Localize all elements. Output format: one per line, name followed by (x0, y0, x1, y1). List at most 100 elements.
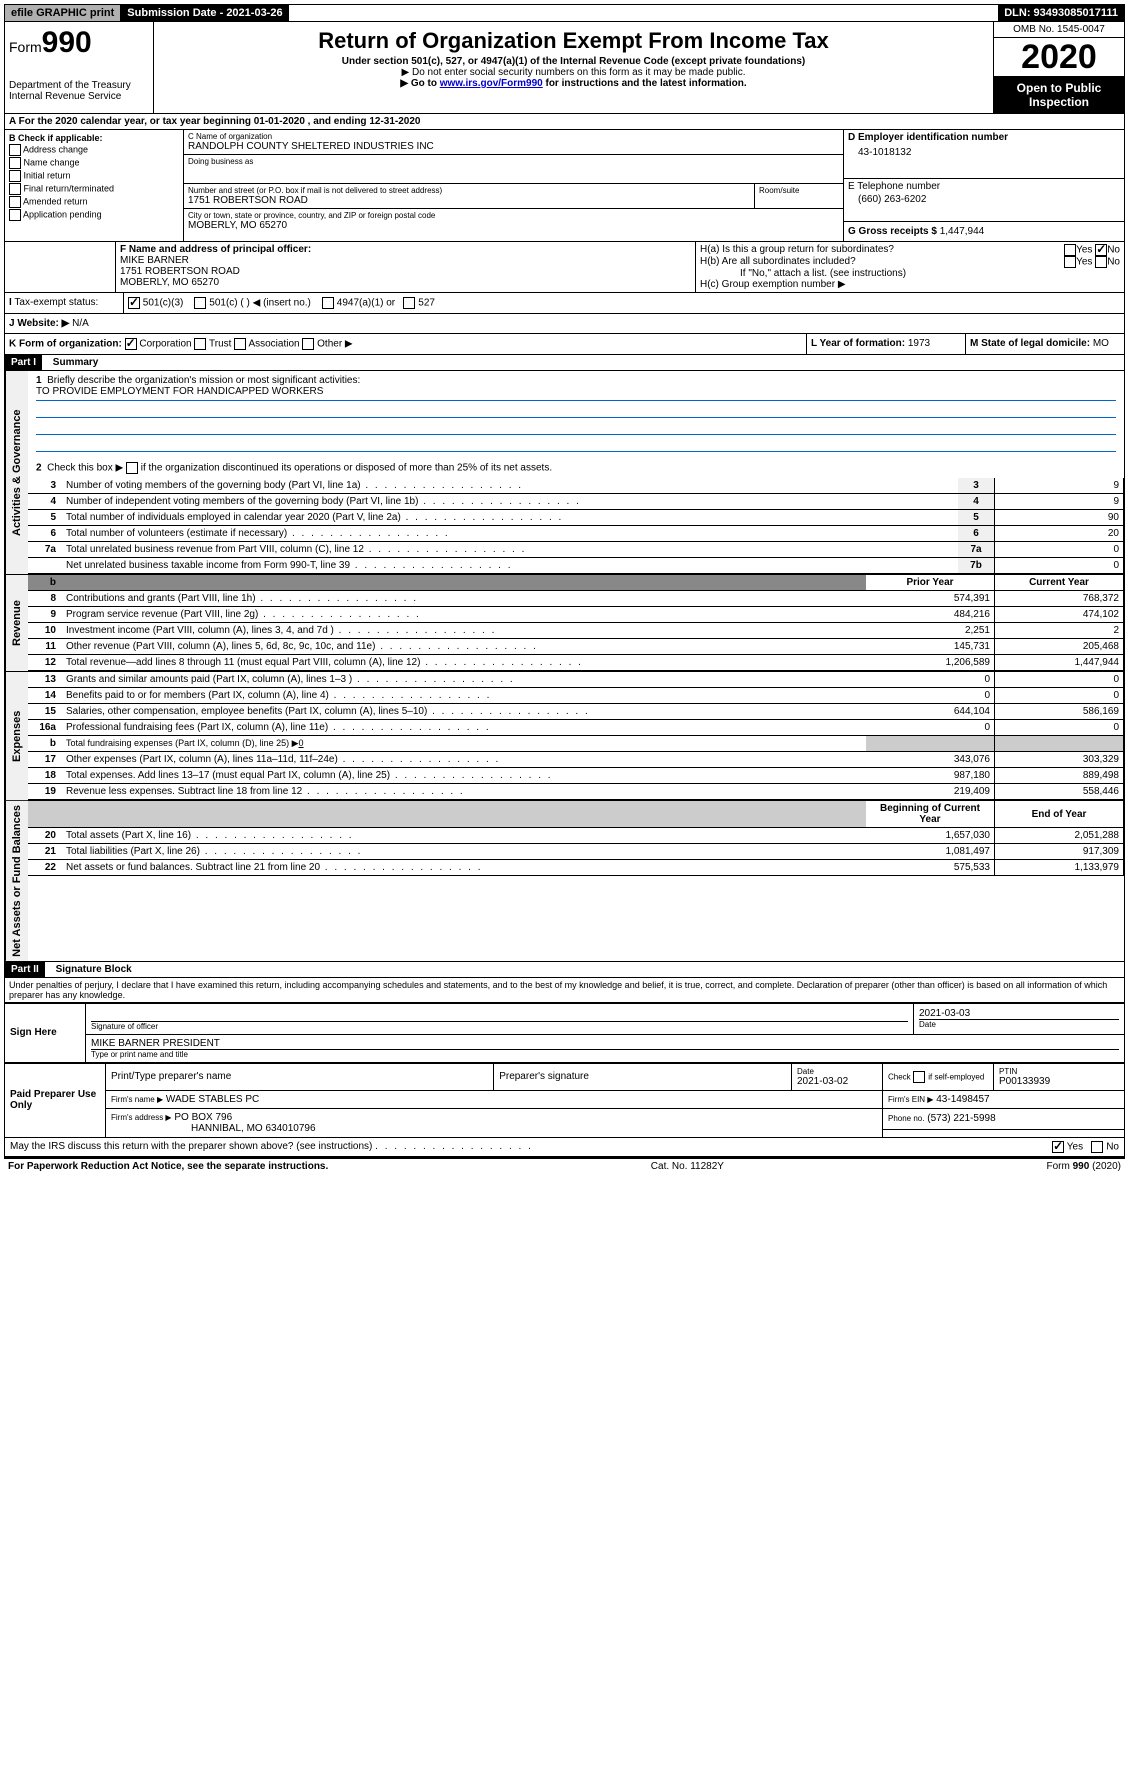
mission-blank (36, 437, 1116, 452)
section-l-label: L Year of formation: (811, 338, 905, 349)
section-d-label: D Employer identification number (848, 132, 1008, 143)
h-a-label: H(a) Is this a group return for subordin… (700, 244, 894, 256)
checkbox-discuss-no[interactable] (1091, 1141, 1103, 1153)
penalty-text: Under penalties of perjury, I declare th… (4, 978, 1125, 1003)
dln: DLN: 93493085017111 (998, 5, 1124, 21)
checkbox-initial-return[interactable] (9, 170, 21, 182)
footer-right: Form 990 (2020) (1047, 1161, 1121, 1172)
checkbox-name-change[interactable] (9, 157, 21, 169)
signature-table: Sign Here Signature of officer 2021-03-0… (4, 1003, 1125, 1063)
ssn-note: ▶ Do not enter social security numbers o… (158, 67, 989, 78)
checkbox-hb-yes[interactable] (1064, 256, 1076, 268)
phone: (660) 263-6202 (848, 192, 1120, 207)
submission-date: Submission Date - 2021-03-26 (121, 5, 288, 21)
h-ifno: If "No," attach a list. (see instruction… (700, 268, 1120, 279)
omb-number: OMB No. 1545-0047 (994, 22, 1124, 38)
sign-here-label: Sign Here (5, 1003, 86, 1062)
top-bar: efile GRAPHIC print Submission Date - 20… (4, 4, 1125, 22)
open-to-public: Open to Public Inspection (994, 77, 1124, 113)
checkbox-address-change[interactable] (9, 144, 21, 156)
preparer-table: Paid Preparer Use Only Print/Type prepar… (4, 1063, 1125, 1138)
website: N/A (72, 318, 89, 329)
vert-expenses: Expenses (5, 672, 28, 800)
sign-date-label: Date (919, 1019, 1119, 1029)
addr-label: Number and street (or P.O. box if mail i… (188, 186, 750, 195)
paid-preparer-label: Paid Preparer Use Only (5, 1063, 106, 1137)
irs-link[interactable]: www.irs.gov/Form990 (440, 78, 543, 89)
tax-exempt-label: I Tax-exempt status: (5, 293, 124, 313)
netassets-table: Beginning of Current YearEnd of Year20To… (28, 801, 1124, 876)
prep-col2: Preparer's signature (494, 1063, 792, 1090)
section-f-label: F Name and address of principal officer: (120, 244, 311, 255)
officer-addr2: MOBERLY, MO 65270 (120, 277, 691, 288)
discuss-question: May the IRS discuss this return with the… (10, 1141, 372, 1152)
line-a: A For the 2020 calendar year, or tax yea… (4, 114, 1125, 130)
org-address: 1751 ROBERTSON ROAD (188, 195, 750, 206)
checkbox-hb-no[interactable] (1095, 256, 1107, 268)
section-g-label: G Gross receipts $ (848, 226, 937, 237)
line2-label: Check this box ▶ (47, 463, 123, 474)
org-city: MOBERLY, MO 65270 (188, 220, 839, 231)
h-b-label: H(b) Are all subordinates included? (700, 256, 856, 268)
part2-title: Signature Block (48, 964, 132, 975)
firm-phone: (573) 221-5998 (927, 1113, 995, 1124)
checkbox-discontinued[interactable] (126, 462, 138, 474)
mission-text: TO PROVIDE EMPLOYMENT FOR HANDICAPPED WO… (36, 386, 1116, 401)
city-label: City or town, state or province, country… (188, 211, 839, 220)
checkbox-501c[interactable] (194, 297, 206, 309)
checkbox-4947[interactable] (322, 297, 334, 309)
section-j-label: J Website: ▶ (9, 318, 69, 329)
ein: 43-1018132 (848, 143, 1120, 162)
part1-label: Part I (5, 355, 42, 370)
officer-print-name: MIKE BARNER PRESIDENT (91, 1038, 1119, 1049)
form-subtitle: Under section 501(c), 527, or 4947(a)(1)… (158, 56, 989, 67)
section-m-label: M State of legal domicile: (970, 338, 1090, 349)
ptin: P00133939 (999, 1076, 1119, 1087)
firm-ein: 43-1498457 (936, 1094, 989, 1105)
firm-addr2: HANNIBAL, MO 634010796 (111, 1123, 877, 1134)
checkbox-trust[interactable] (194, 338, 206, 350)
officer-name: MIKE BARNER (120, 255, 691, 266)
h-c-label: H(c) Group exemption number ▶ (700, 279, 1120, 290)
form-header: Form990 Department of the Treasury Inter… (4, 22, 1125, 114)
section-k-label: K Form of organization: (9, 339, 122, 350)
checkbox-amended[interactable] (9, 196, 21, 208)
governance-table: 3Number of voting members of the governi… (28, 478, 1124, 574)
tax-year: 2020 (994, 38, 1124, 77)
section-b: B Check if applicable: Address change Na… (5, 130, 184, 241)
prep-date: 2021-03-02 (797, 1076, 877, 1087)
sign-date: 2021-03-03 (919, 1008, 1119, 1019)
checkbox-discuss-yes[interactable] (1052, 1141, 1064, 1153)
year-formation: 1973 (908, 338, 930, 349)
checkbox-ha-no[interactable] (1095, 244, 1107, 256)
mission-blank (36, 420, 1116, 435)
gross-receipts: 1,447,944 (940, 226, 985, 237)
section-e-label: E Telephone number (848, 181, 1120, 192)
checkbox-corp[interactable] (125, 338, 137, 350)
part1-title: Summary (45, 357, 99, 368)
officer-addr1: 1751 ROBERTSON ROAD (120, 266, 691, 277)
irs-label: Internal Revenue Service (9, 91, 149, 102)
firm-addr: PO BOX 796 (174, 1112, 232, 1123)
checkbox-final-return[interactable] (9, 183, 21, 195)
sig-officer-label: Signature of officer (91, 1021, 908, 1031)
revenue-table: bPrior YearCurrent Year8Contributions an… (28, 575, 1124, 671)
dept-treasury: Department of the Treasury (9, 80, 149, 91)
checkbox-app-pending[interactable] (9, 209, 21, 221)
print-name-label: Type or print name and title (91, 1049, 1119, 1059)
footer-mid: Cat. No. 11282Y (651, 1161, 724, 1172)
checkbox-other[interactable] (302, 338, 314, 350)
org-name: RANDOLPH COUNTY SHELTERED INDUSTRIES INC (188, 141, 839, 152)
checkbox-ha-yes[interactable] (1064, 244, 1076, 256)
efile-print-button[interactable]: efile GRAPHIC print (5, 5, 121, 21)
checkbox-501c3[interactable] (128, 297, 140, 309)
checkbox-527[interactable] (403, 297, 415, 309)
line1-label: Briefly describe the organization's miss… (47, 375, 360, 386)
section-c-label: C Name of organization (188, 132, 839, 141)
checkbox-self-employed[interactable] (913, 1071, 925, 1083)
mission-blank (36, 403, 1116, 418)
goto-note: ▶ Go to www.irs.gov/Form990 for instruct… (158, 78, 989, 89)
firm-name: WADE STABLES PC (166, 1094, 259, 1105)
checkbox-assoc[interactable] (234, 338, 246, 350)
state-domicile: MO (1093, 338, 1109, 349)
